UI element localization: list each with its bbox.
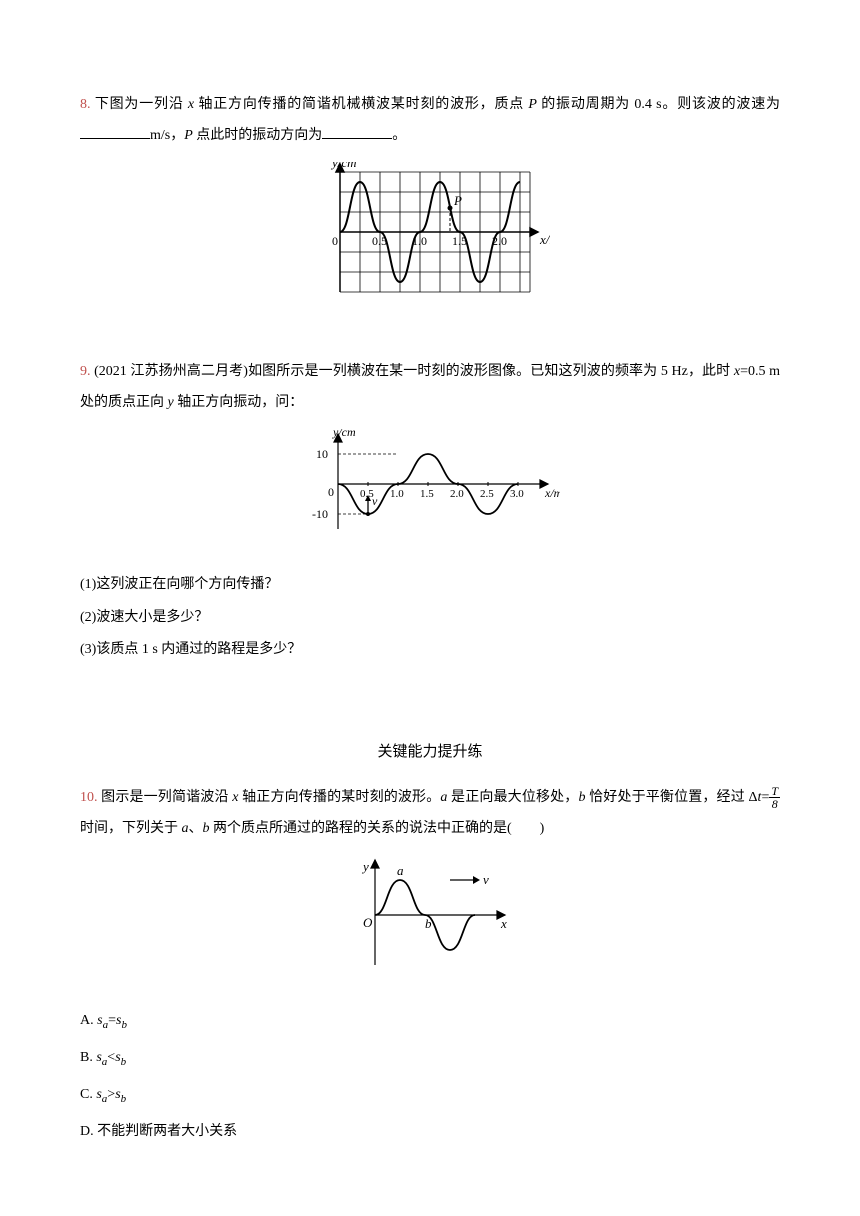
q10-optA: A. sa=sb xyxy=(80,1006,780,1037)
q8-blank1 xyxy=(80,125,150,139)
q10-text: 10. 图示是一列简谐波沿 x 轴正方向传播的某时刻的波形。a 是正向最大位移处… xyxy=(80,783,780,845)
q9-source: (2021 江苏扬州高二月考) xyxy=(94,364,248,379)
q10-fig-b: b xyxy=(425,916,432,931)
q8-x4: 2.0 xyxy=(492,234,507,248)
q9-xt1: 1.0 xyxy=(390,488,404,500)
q8-x0: 0 xyxy=(332,234,338,248)
q8-blank2 xyxy=(322,125,392,139)
q10-t6: 、 xyxy=(189,821,203,836)
q9-fig-yl: y/cm xyxy=(332,429,356,439)
q9-num: 9. xyxy=(80,364,91,379)
q8-x2: 1.0 xyxy=(412,234,427,248)
q8-text: 8. 下图为一列沿 x 轴正方向传播的简谐机械横波某时刻的波形，质点 P 的振动… xyxy=(80,90,780,152)
q9-xt2: 1.5 xyxy=(420,488,434,500)
q10-figure: a b v O x y xyxy=(80,855,780,988)
q8-fig-P-label: P xyxy=(453,193,462,208)
q8-P: P xyxy=(528,97,537,112)
q8-x3: 1.5 xyxy=(452,234,467,248)
q8-unit: m/s， xyxy=(150,128,184,143)
svg-text:0: 0 xyxy=(328,485,334,499)
q10-optB: B. sa<sb xyxy=(80,1043,780,1074)
q10-fig-a: a xyxy=(397,863,404,878)
q8-P2: P xyxy=(184,128,193,143)
q10-options: A. sa=sb B. sa<sb C. sa>sb D. 不能判断两者大小关系 xyxy=(80,1006,780,1148)
q8-t2: 轴正方向传播的简谐机械横波某时刻的波形，质点 xyxy=(194,97,528,112)
q8-num: 8. xyxy=(80,97,91,112)
q10-num: 10. xyxy=(80,790,98,805)
q10-optC: C. sa>sb xyxy=(80,1080,780,1111)
q8-t5: 。 xyxy=(392,128,406,143)
q10-fig-v: v xyxy=(483,872,489,887)
q9-sub3: (3)该质点 1 s 内通过的路程是多少？ xyxy=(80,635,780,666)
q9-eq: =0.5 m xyxy=(740,364,780,379)
q9-t1: 如图所示是一列横波在某一时刻的波形图像。已知这列波的频率为 5 Hz，此时 xyxy=(248,364,734,379)
q10-t3: 是正向最大位移处， xyxy=(447,790,578,805)
q10-fig-O: O xyxy=(363,915,373,930)
q9-yn10: -10 xyxy=(312,507,328,521)
q10-t2: 轴正方向传播的某时刻的波形。 xyxy=(238,790,440,805)
q9-xt4: 2.5 xyxy=(480,488,494,500)
q8-x1: 0.5 xyxy=(372,234,387,248)
q8-fig-xlabel: x/m xyxy=(539,232,550,247)
q10-optD: D. 不能判断两者大小关系 xyxy=(80,1117,780,1148)
q10-eq: = xyxy=(761,790,769,805)
q9-figure: v y/cm x/m 10 -10 0 0.5 1.0 1.5 2.0 2.5 … xyxy=(80,429,780,552)
q10-fig-y: y xyxy=(361,859,369,874)
section-title: 关键能力提升练 xyxy=(80,736,780,769)
q8-fig-ylabel: y/cm xyxy=(330,162,357,170)
q8-t4: 点此时的振动方向为 xyxy=(193,128,323,143)
q9-xt3: 2.0 xyxy=(450,488,464,500)
q9-text: 9. (2021 江苏扬州高二月考)如图所示是一列横波在某一时刻的波形图像。已知… xyxy=(80,357,780,419)
q8-figure: P y/cm x/m 0 0.5 1.0 1.5 2.0 xyxy=(80,162,780,330)
q10-b2: b xyxy=(203,821,210,836)
q10-t1: 图示是一列简谐波沿 xyxy=(101,790,232,805)
q10-t5: 时间，下列关于 xyxy=(80,821,182,836)
q10-t4: 恰好处于平衡位置，经过 Δ xyxy=(585,790,757,805)
q9-xt5: 3.0 xyxy=(510,488,524,500)
q10-a2: a xyxy=(182,821,189,836)
q8-t1: 下图为一列沿 xyxy=(95,97,188,112)
frac-den: 8 xyxy=(769,798,780,810)
q9-t2: 处的质点正向 xyxy=(80,395,168,410)
q9-sub2: (2)波速大小是多少？ xyxy=(80,603,780,634)
q8-t3: 的振动周期为 0.4 s。则该波的波速为 xyxy=(537,97,780,112)
q10-t7: 两个质点所通过的路程的关系的说法中正确的是( ) xyxy=(210,821,545,836)
q9-sub1: (1)这列波正在向哪个方向传播？ xyxy=(80,570,780,601)
q9-xt0: 0.5 xyxy=(360,488,374,500)
q9-fig-xl: x/m xyxy=(544,486,560,500)
q10-fig-x: x xyxy=(500,916,507,931)
q9-y10: 10 xyxy=(316,447,328,461)
q10-frac: T8 xyxy=(769,785,780,810)
q9-t3: 轴正方向振动，问： xyxy=(174,395,304,410)
